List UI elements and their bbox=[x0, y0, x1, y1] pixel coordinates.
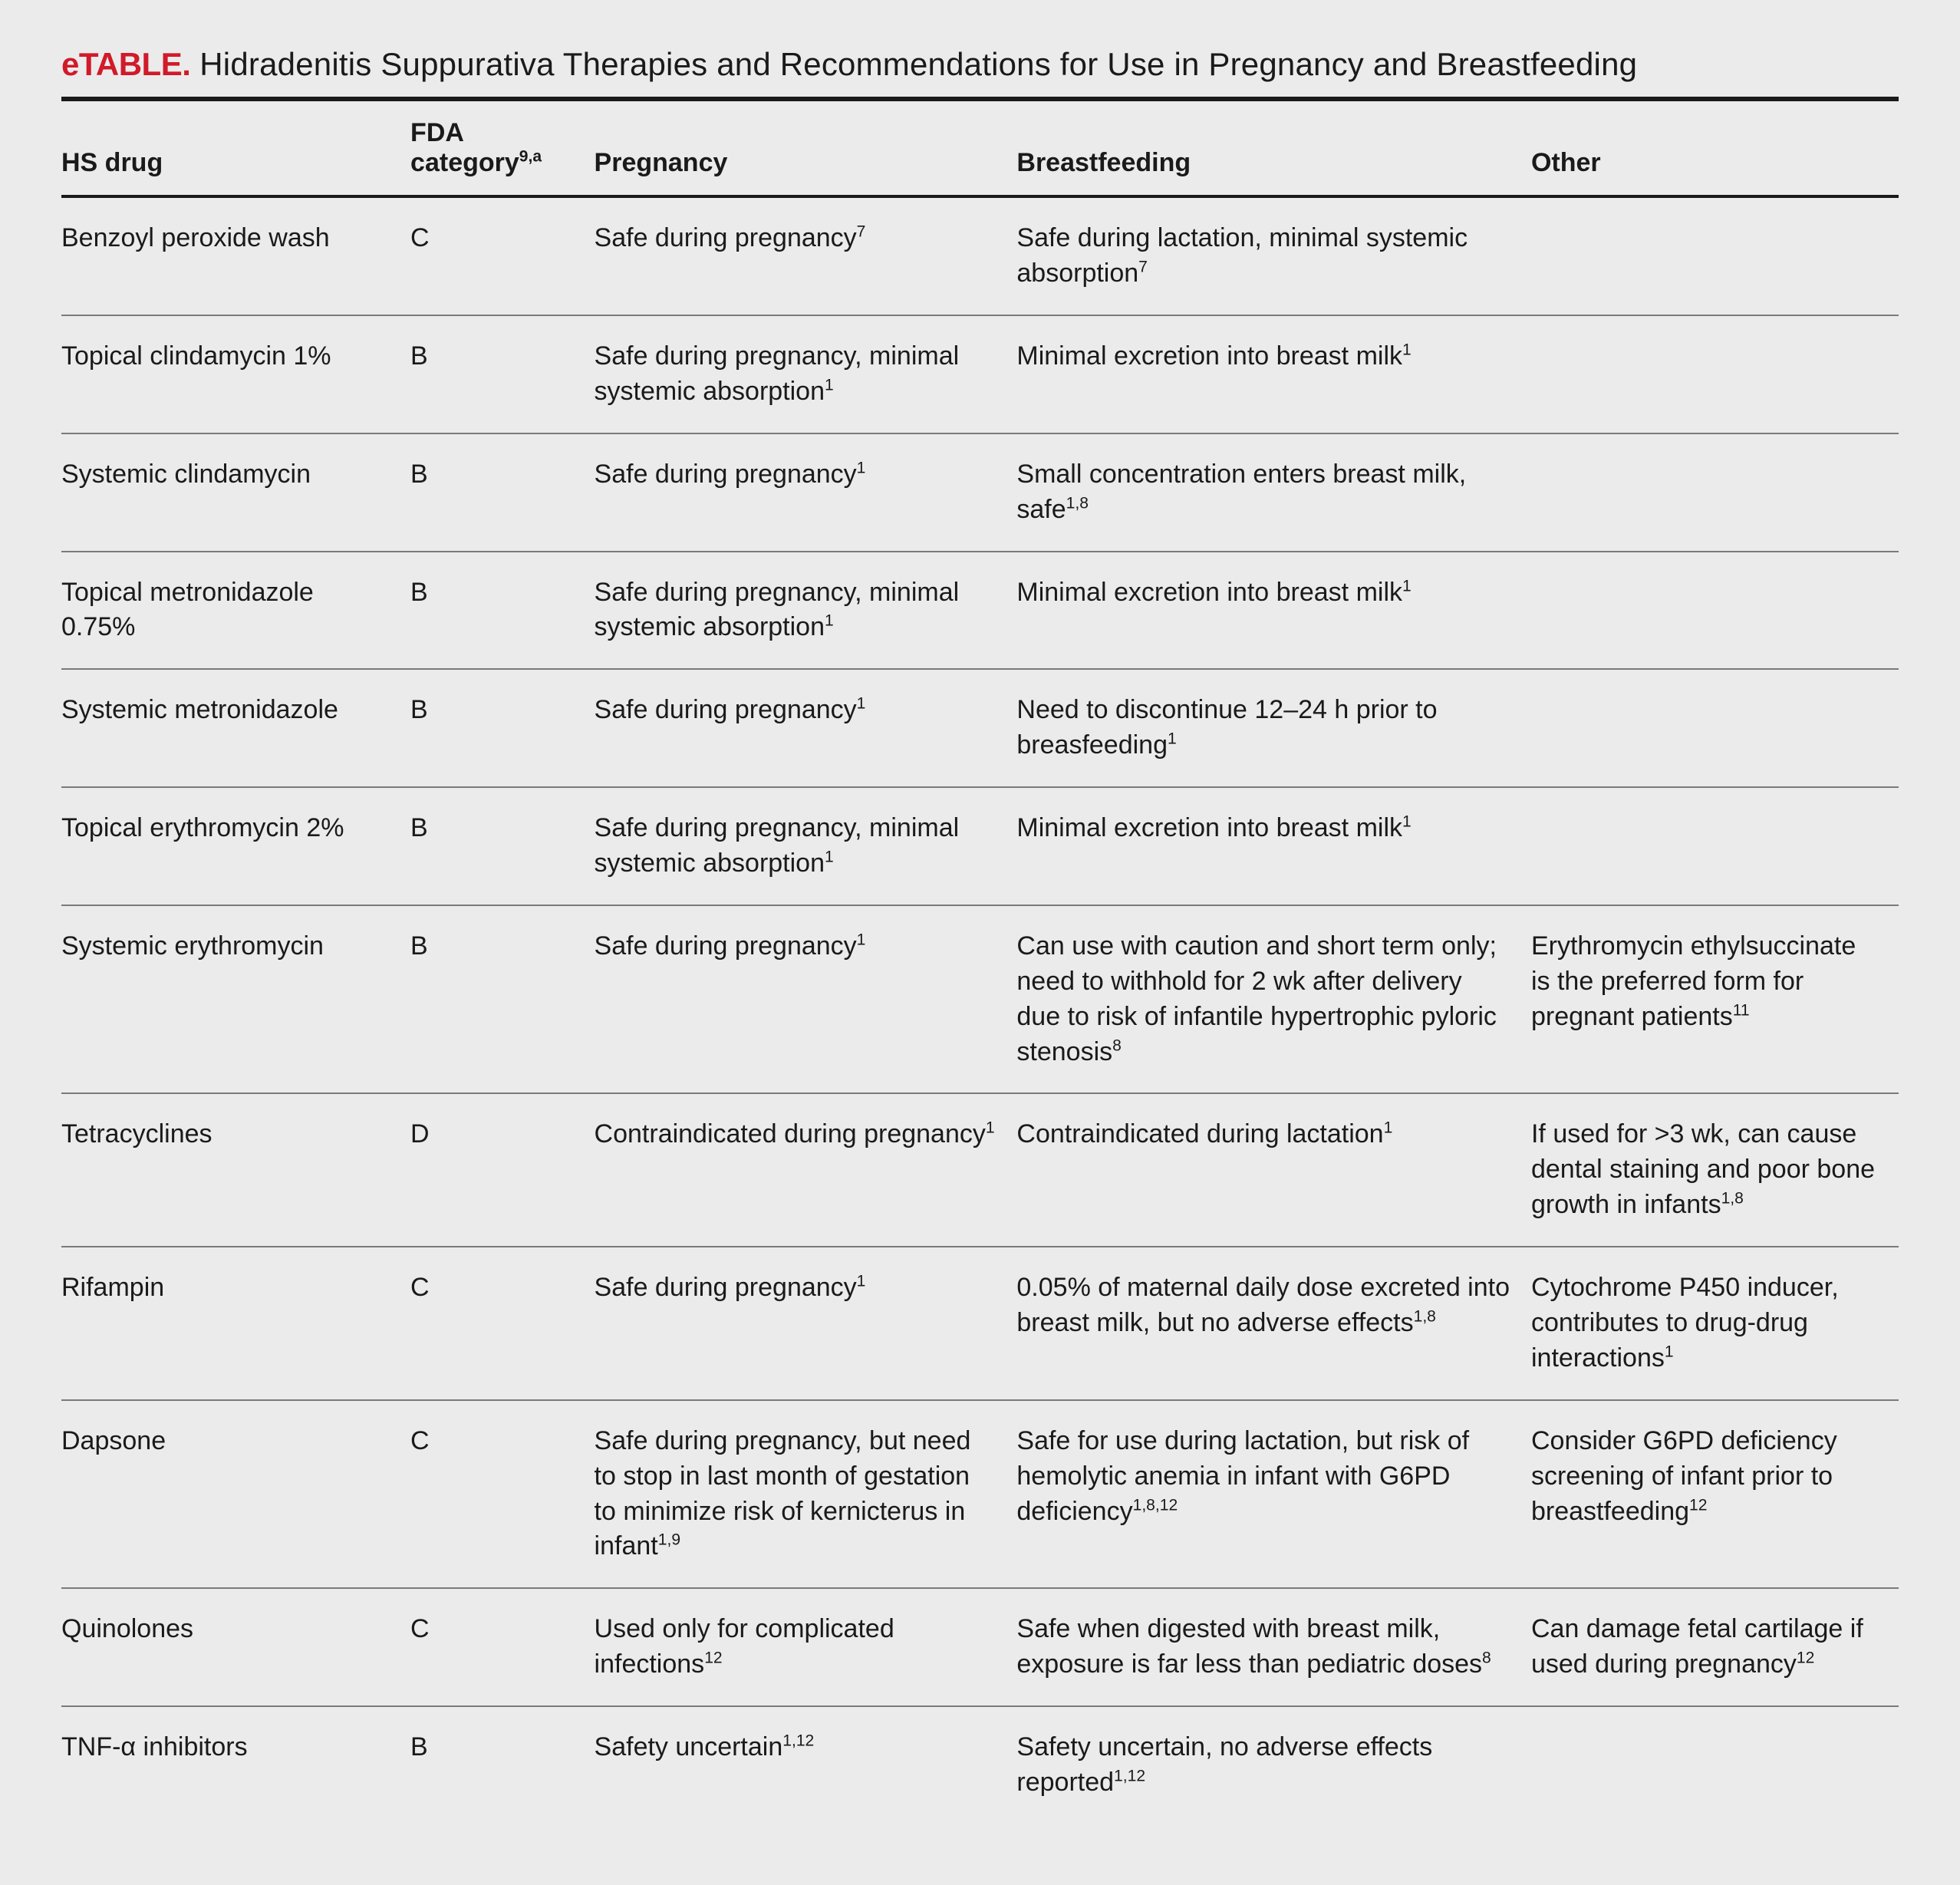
cell-breastfeeding: Can use with caution and short term only… bbox=[1016, 905, 1531, 1094]
etable-label: eTABLE. bbox=[61, 46, 190, 82]
cell-pregnancy: Safety uncertain1,12 bbox=[595, 1706, 1017, 1824]
table-row: Systemic clindamycinBSafe during pregnan… bbox=[61, 433, 1899, 552]
title-text: Hidradenitis Suppurativa Therapies and R… bbox=[199, 46, 1637, 82]
cell-pregnancy: Safe during pregnancy1 bbox=[595, 1247, 1017, 1400]
cell-category: C bbox=[410, 196, 595, 315]
cell-drug: Topical erythromycin 2% bbox=[61, 787, 410, 905]
cell-other bbox=[1531, 552, 1899, 670]
cell-pregnancy: Safe during pregnancy1 bbox=[595, 433, 1017, 552]
cell-other bbox=[1531, 433, 1899, 552]
cell-other: Cytochrome P450 inducer, contributes to … bbox=[1531, 1247, 1899, 1400]
cell-breastfeeding: Safety uncertain, no adverse effects rep… bbox=[1016, 1706, 1531, 1824]
table-title: eTABLE. Hidradenitis Suppurativa Therapi… bbox=[61, 46, 1899, 97]
cell-breastfeeding: Small concentration enters breast milk, … bbox=[1016, 433, 1531, 552]
cell-pregnancy: Safe during pregnancy1 bbox=[595, 669, 1017, 787]
cell-other: Erythromycin ethylsuccinate is the prefe… bbox=[1531, 905, 1899, 1094]
table-row: QuinolonesCUsed only for complicated inf… bbox=[61, 1588, 1899, 1706]
cell-pregnancy: Safe during pregnancy7 bbox=[595, 196, 1017, 315]
cell-other: If used for >3 wk, can cause dental stai… bbox=[1531, 1093, 1899, 1247]
col-category: FDA category9,a bbox=[410, 101, 595, 196]
cell-pregnancy: Safe during pregnancy, minimal systemic … bbox=[595, 787, 1017, 905]
header-row: HS drug FDA category9,a Pregnancy Breast… bbox=[61, 101, 1899, 196]
col-drug: HS drug bbox=[61, 101, 410, 196]
cell-category: B bbox=[410, 315, 595, 433]
cell-breastfeeding: Minimal excretion into breast milk1 bbox=[1016, 315, 1531, 433]
table-row: Topical erythromycin 2%BSafe during preg… bbox=[61, 787, 1899, 905]
cell-drug: Systemic clindamycin bbox=[61, 433, 410, 552]
cell-other bbox=[1531, 196, 1899, 315]
cell-breastfeeding: Safe during lactation, minimal systemic … bbox=[1016, 196, 1531, 315]
cell-pregnancy: Safe during pregnancy, but need to stop … bbox=[595, 1400, 1017, 1589]
cell-other: Consider G6PD deficiency screening of in… bbox=[1531, 1400, 1899, 1589]
cell-breastfeeding: Minimal excretion into breast milk1 bbox=[1016, 552, 1531, 670]
cell-drug: TNF-α inhibitors bbox=[61, 1706, 410, 1824]
therapy-table: HS drug FDA category9,a Pregnancy Breast… bbox=[61, 97, 1899, 1824]
table-body: Benzoyl peroxide washCSafe during pregna… bbox=[61, 196, 1899, 1824]
cell-other bbox=[1531, 315, 1899, 433]
cell-drug: Dapsone bbox=[61, 1400, 410, 1589]
cell-breastfeeding: Contraindicated during lactation1 bbox=[1016, 1093, 1531, 1247]
cell-drug: Rifampin bbox=[61, 1247, 410, 1400]
col-pregnancy: Pregnancy bbox=[595, 101, 1017, 196]
table-row: TNF-α inhibitorsBSafety uncertain1,12Saf… bbox=[61, 1706, 1899, 1824]
cell-category: B bbox=[410, 552, 595, 670]
cell-drug: Tetracyclines bbox=[61, 1093, 410, 1247]
col-other: Other bbox=[1531, 101, 1899, 196]
cell-category: C bbox=[410, 1400, 595, 1589]
cell-pregnancy: Safe during pregnancy1 bbox=[595, 905, 1017, 1094]
cell-category: C bbox=[410, 1588, 595, 1706]
cell-drug: Systemic erythromycin bbox=[61, 905, 410, 1094]
table-row: Benzoyl peroxide washCSafe during pregna… bbox=[61, 196, 1899, 315]
cell-pregnancy: Safe during pregnancy, minimal systemic … bbox=[595, 315, 1017, 433]
table-row: Topical metronidazole 0.75%BSafe during … bbox=[61, 552, 1899, 670]
cell-category: B bbox=[410, 669, 595, 787]
cell-drug: Systemic metronidazole bbox=[61, 669, 410, 787]
cell-category: B bbox=[410, 1706, 595, 1824]
cell-drug: Quinolones bbox=[61, 1588, 410, 1706]
cell-other bbox=[1531, 787, 1899, 905]
cell-category: D bbox=[410, 1093, 595, 1247]
table-row: Systemic metronidazoleBSafe during pregn… bbox=[61, 669, 1899, 787]
cell-breastfeeding: Safe when digested with breast milk, exp… bbox=[1016, 1588, 1531, 1706]
col-breastfeeding: Breastfeeding bbox=[1016, 101, 1531, 196]
table-row: Systemic erythromycinBSafe during pregna… bbox=[61, 905, 1899, 1094]
cell-drug: Topical metronidazole 0.75% bbox=[61, 552, 410, 670]
page: eTABLE. Hidradenitis Suppurativa Therapi… bbox=[0, 0, 1960, 1885]
cell-breastfeeding: Minimal excretion into breast milk1 bbox=[1016, 787, 1531, 905]
cell-drug: Benzoyl peroxide wash bbox=[61, 196, 410, 315]
table-row: RifampinCSafe during pregnancy10.05% of … bbox=[61, 1247, 1899, 1400]
cell-breastfeeding: Safe for use during lactation, but risk … bbox=[1016, 1400, 1531, 1589]
cell-other bbox=[1531, 669, 1899, 787]
cell-other: Can damage fetal cartilage if used durin… bbox=[1531, 1588, 1899, 1706]
cell-category: B bbox=[410, 433, 595, 552]
cell-pregnancy: Safe during pregnancy, minimal systemic … bbox=[595, 552, 1017, 670]
cell-other bbox=[1531, 1706, 1899, 1824]
cell-breastfeeding: 0.05% of maternal daily dose excreted in… bbox=[1016, 1247, 1531, 1400]
cell-category: C bbox=[410, 1247, 595, 1400]
cell-category: B bbox=[410, 905, 595, 1094]
table-row: TetracyclinesDContraindicated during pre… bbox=[61, 1093, 1899, 1247]
cell-pregnancy: Contraindicated during pregnancy1 bbox=[595, 1093, 1017, 1247]
cell-category: B bbox=[410, 787, 595, 905]
table-row: DapsoneCSafe during pregnancy, but need … bbox=[61, 1400, 1899, 1589]
cell-pregnancy: Used only for complicated infections12 bbox=[595, 1588, 1017, 1706]
cell-breastfeeding: Need to discontinue 12–24 h prior to bre… bbox=[1016, 669, 1531, 787]
cell-drug: Topical clindamycin 1% bbox=[61, 315, 410, 433]
table-row: Topical clindamycin 1%BSafe during pregn… bbox=[61, 315, 1899, 433]
